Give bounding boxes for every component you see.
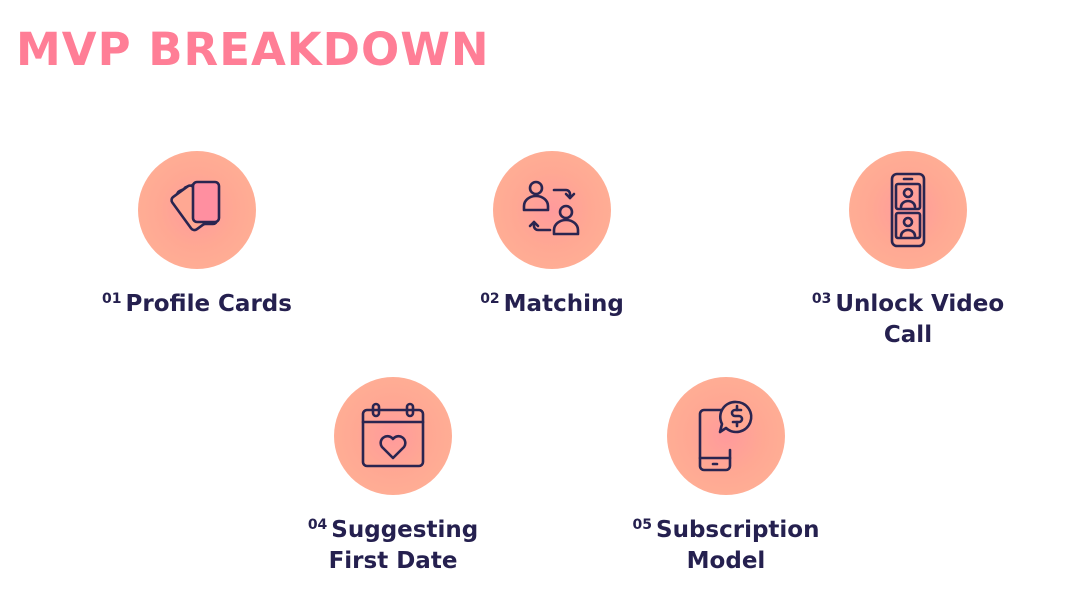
item-title: Unlock Video [835, 291, 1005, 317]
icon-circle [667, 377, 785, 495]
item-label: 01 Profile Cards [37, 284, 357, 320]
icon-circle [138, 151, 256, 269]
item-number: 04 [307, 517, 328, 533]
item-number: 05 [632, 517, 652, 533]
item-title: Subscription [656, 517, 820, 543]
item-label: 04 Suggesting First Date [233, 510, 553, 577]
item-number: 03 [811, 291, 832, 307]
swap-users-icon [522, 180, 580, 236]
item-title: Matching [503, 291, 624, 317]
item-title-line2: Call [883, 322, 933, 348]
cards-icon [170, 180, 221, 232]
video-call-phone-icon [890, 172, 926, 248]
item-label: 05 Subscription Model [566, 510, 886, 577]
item-title-line2: First Date [328, 548, 458, 574]
item-label: 03 Unlock Video Call [748, 284, 1068, 351]
item-title-line2: Model [686, 548, 766, 574]
item-number: 02 [480, 291, 500, 307]
item-title: Profile Cards [125, 291, 292, 317]
calendar-heart-icon [361, 402, 425, 468]
item-label: 02 Matching [392, 284, 712, 320]
item-number: 01 [102, 291, 122, 307]
phone-dollar-chat-icon [698, 400, 753, 472]
icon-circle [334, 377, 452, 495]
icon-circle [493, 151, 611, 269]
icon-circle [849, 151, 967, 269]
item-title: Suggesting [331, 517, 479, 543]
page-title: MVP BREAKDOWN [16, 23, 490, 76]
